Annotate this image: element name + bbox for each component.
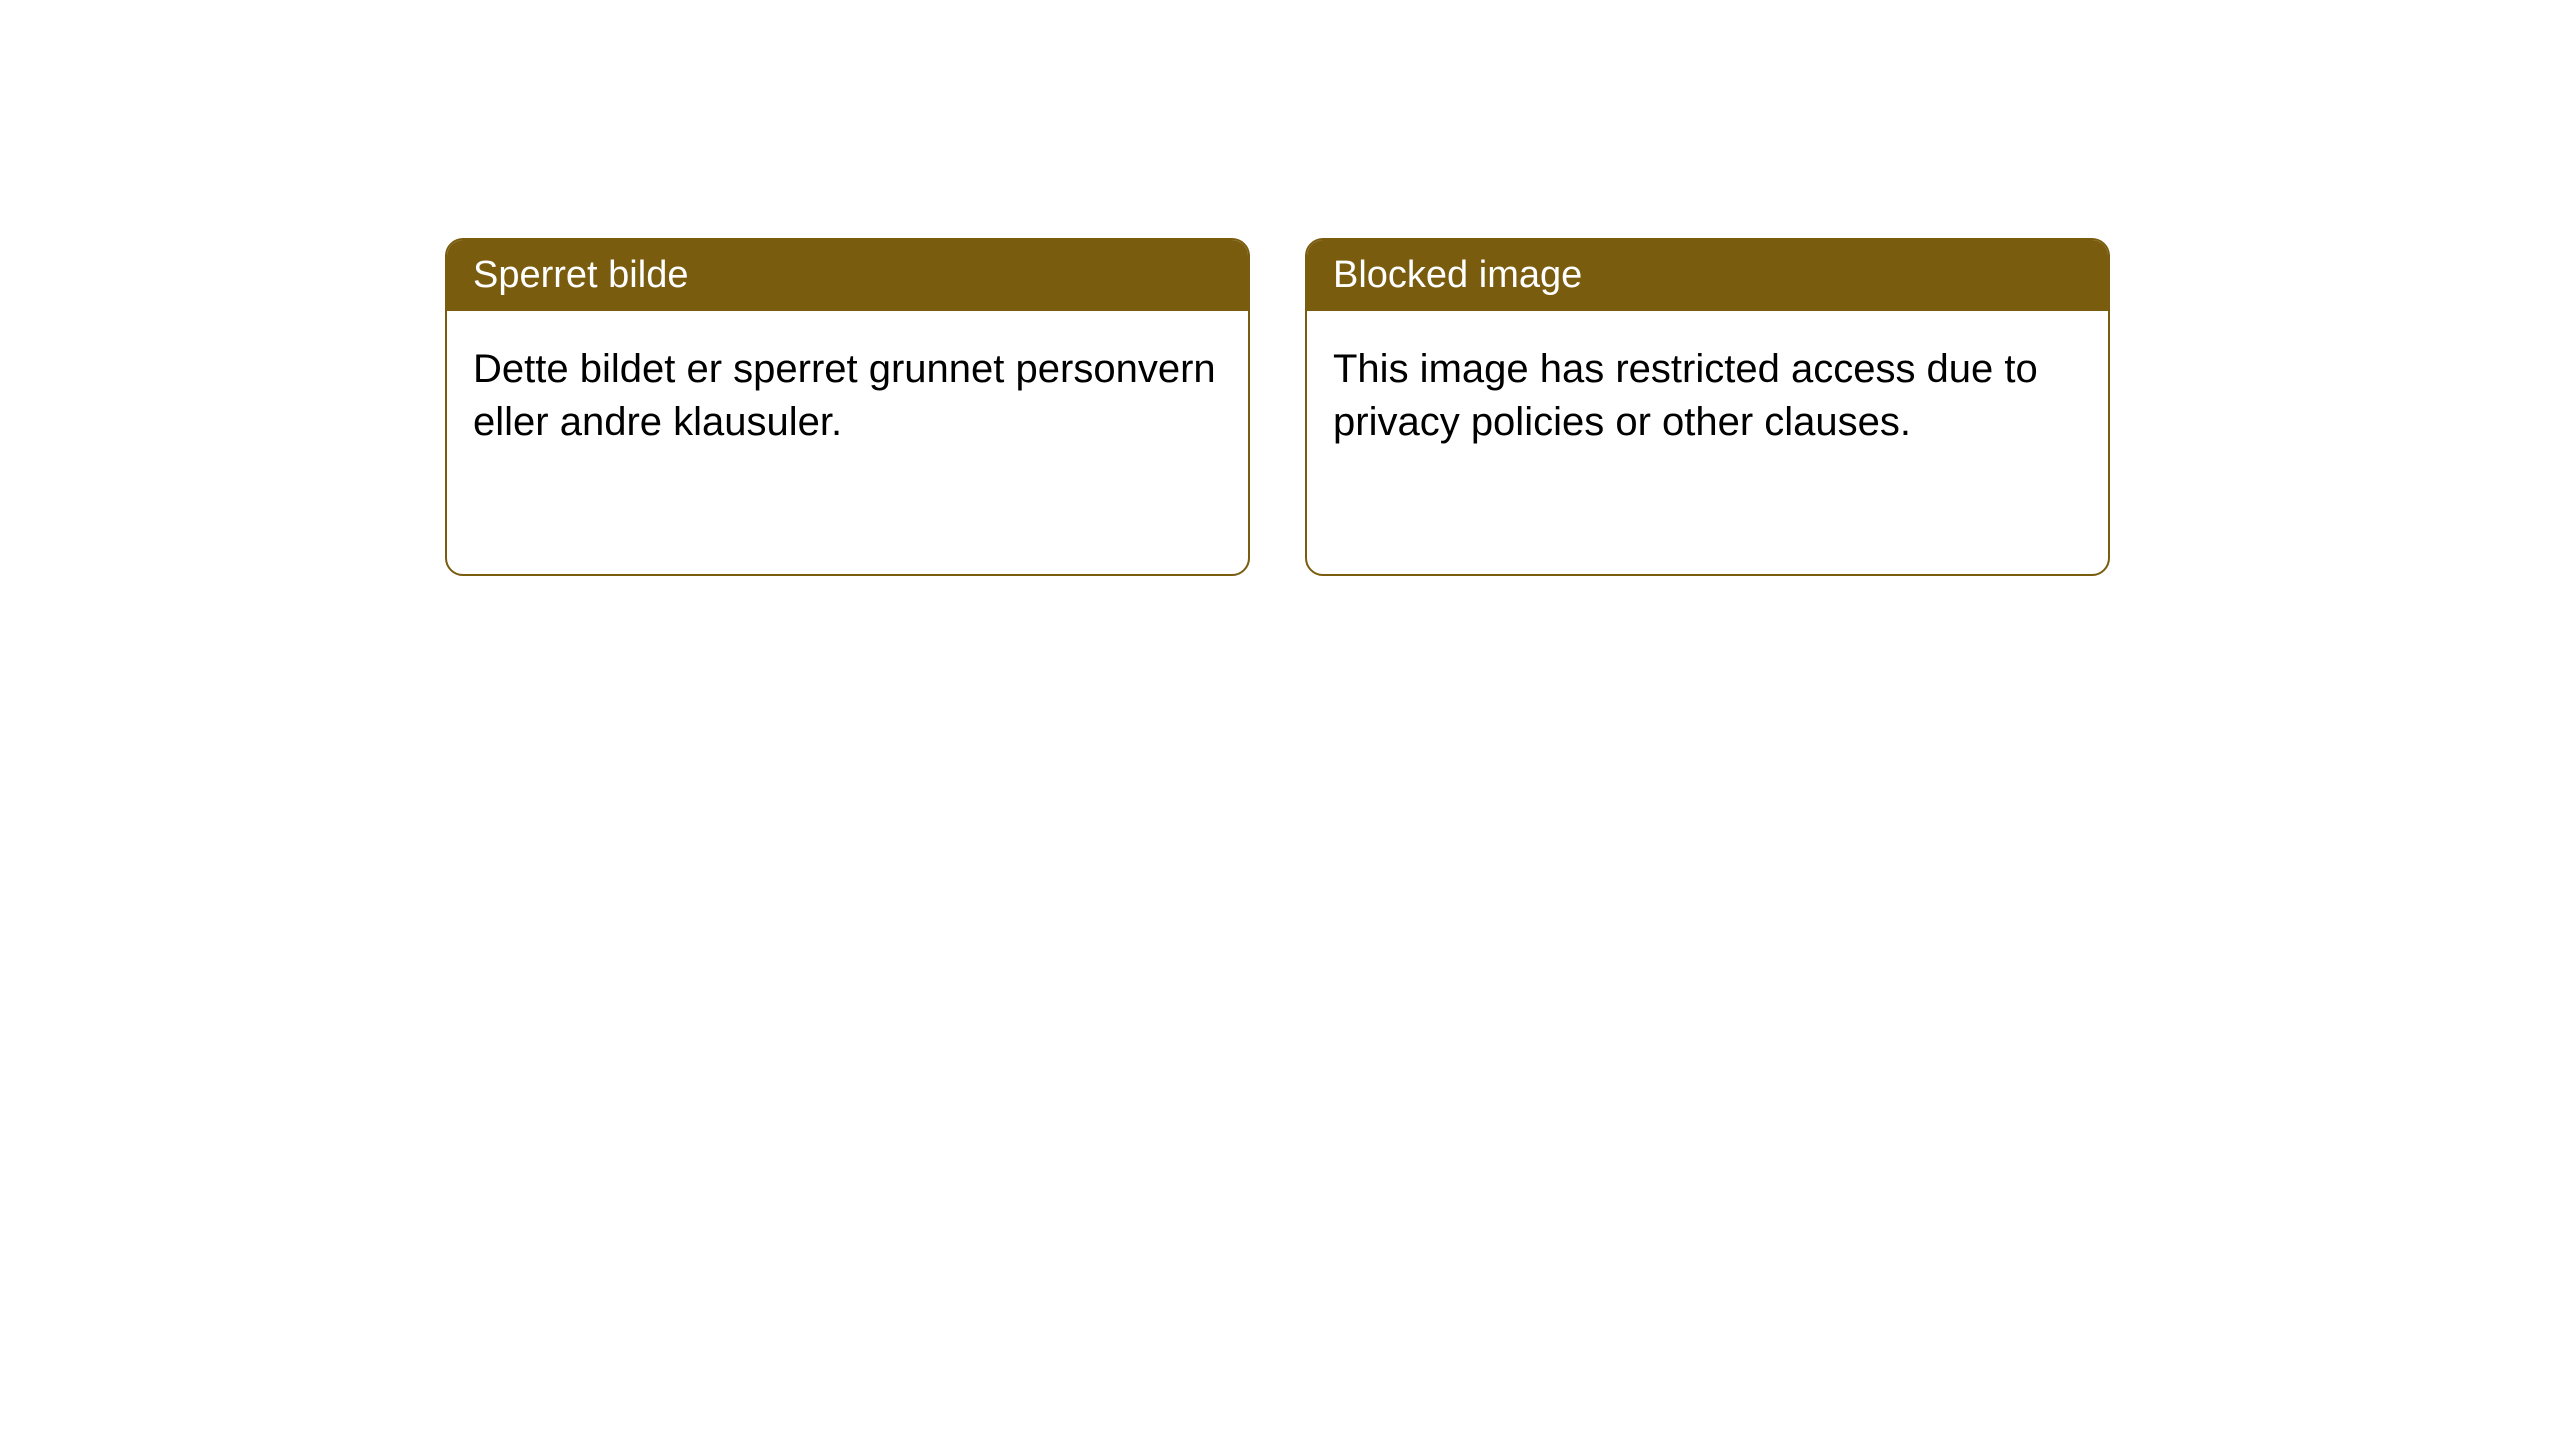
- notice-header-english: Blocked image: [1307, 240, 2108, 311]
- notice-body-text: This image has restricted access due to …: [1333, 347, 2038, 444]
- notice-header-text: Blocked image: [1333, 254, 1582, 296]
- notice-body-norwegian: Dette bildet er sperret grunnet personve…: [447, 311, 1248, 481]
- notice-box-norwegian: Sperret bilde Dette bildet er sperret gr…: [445, 238, 1250, 576]
- notice-container: Sperret bilde Dette bildet er sperret gr…: [445, 238, 2110, 576]
- notice-body-text: Dette bildet er sperret grunnet personve…: [473, 347, 1216, 444]
- notice-body-english: This image has restricted access due to …: [1307, 311, 2108, 481]
- notice-header-norwegian: Sperret bilde: [447, 240, 1248, 311]
- notice-box-english: Blocked image This image has restricted …: [1305, 238, 2110, 576]
- notice-header-text: Sperret bilde: [473, 254, 688, 296]
